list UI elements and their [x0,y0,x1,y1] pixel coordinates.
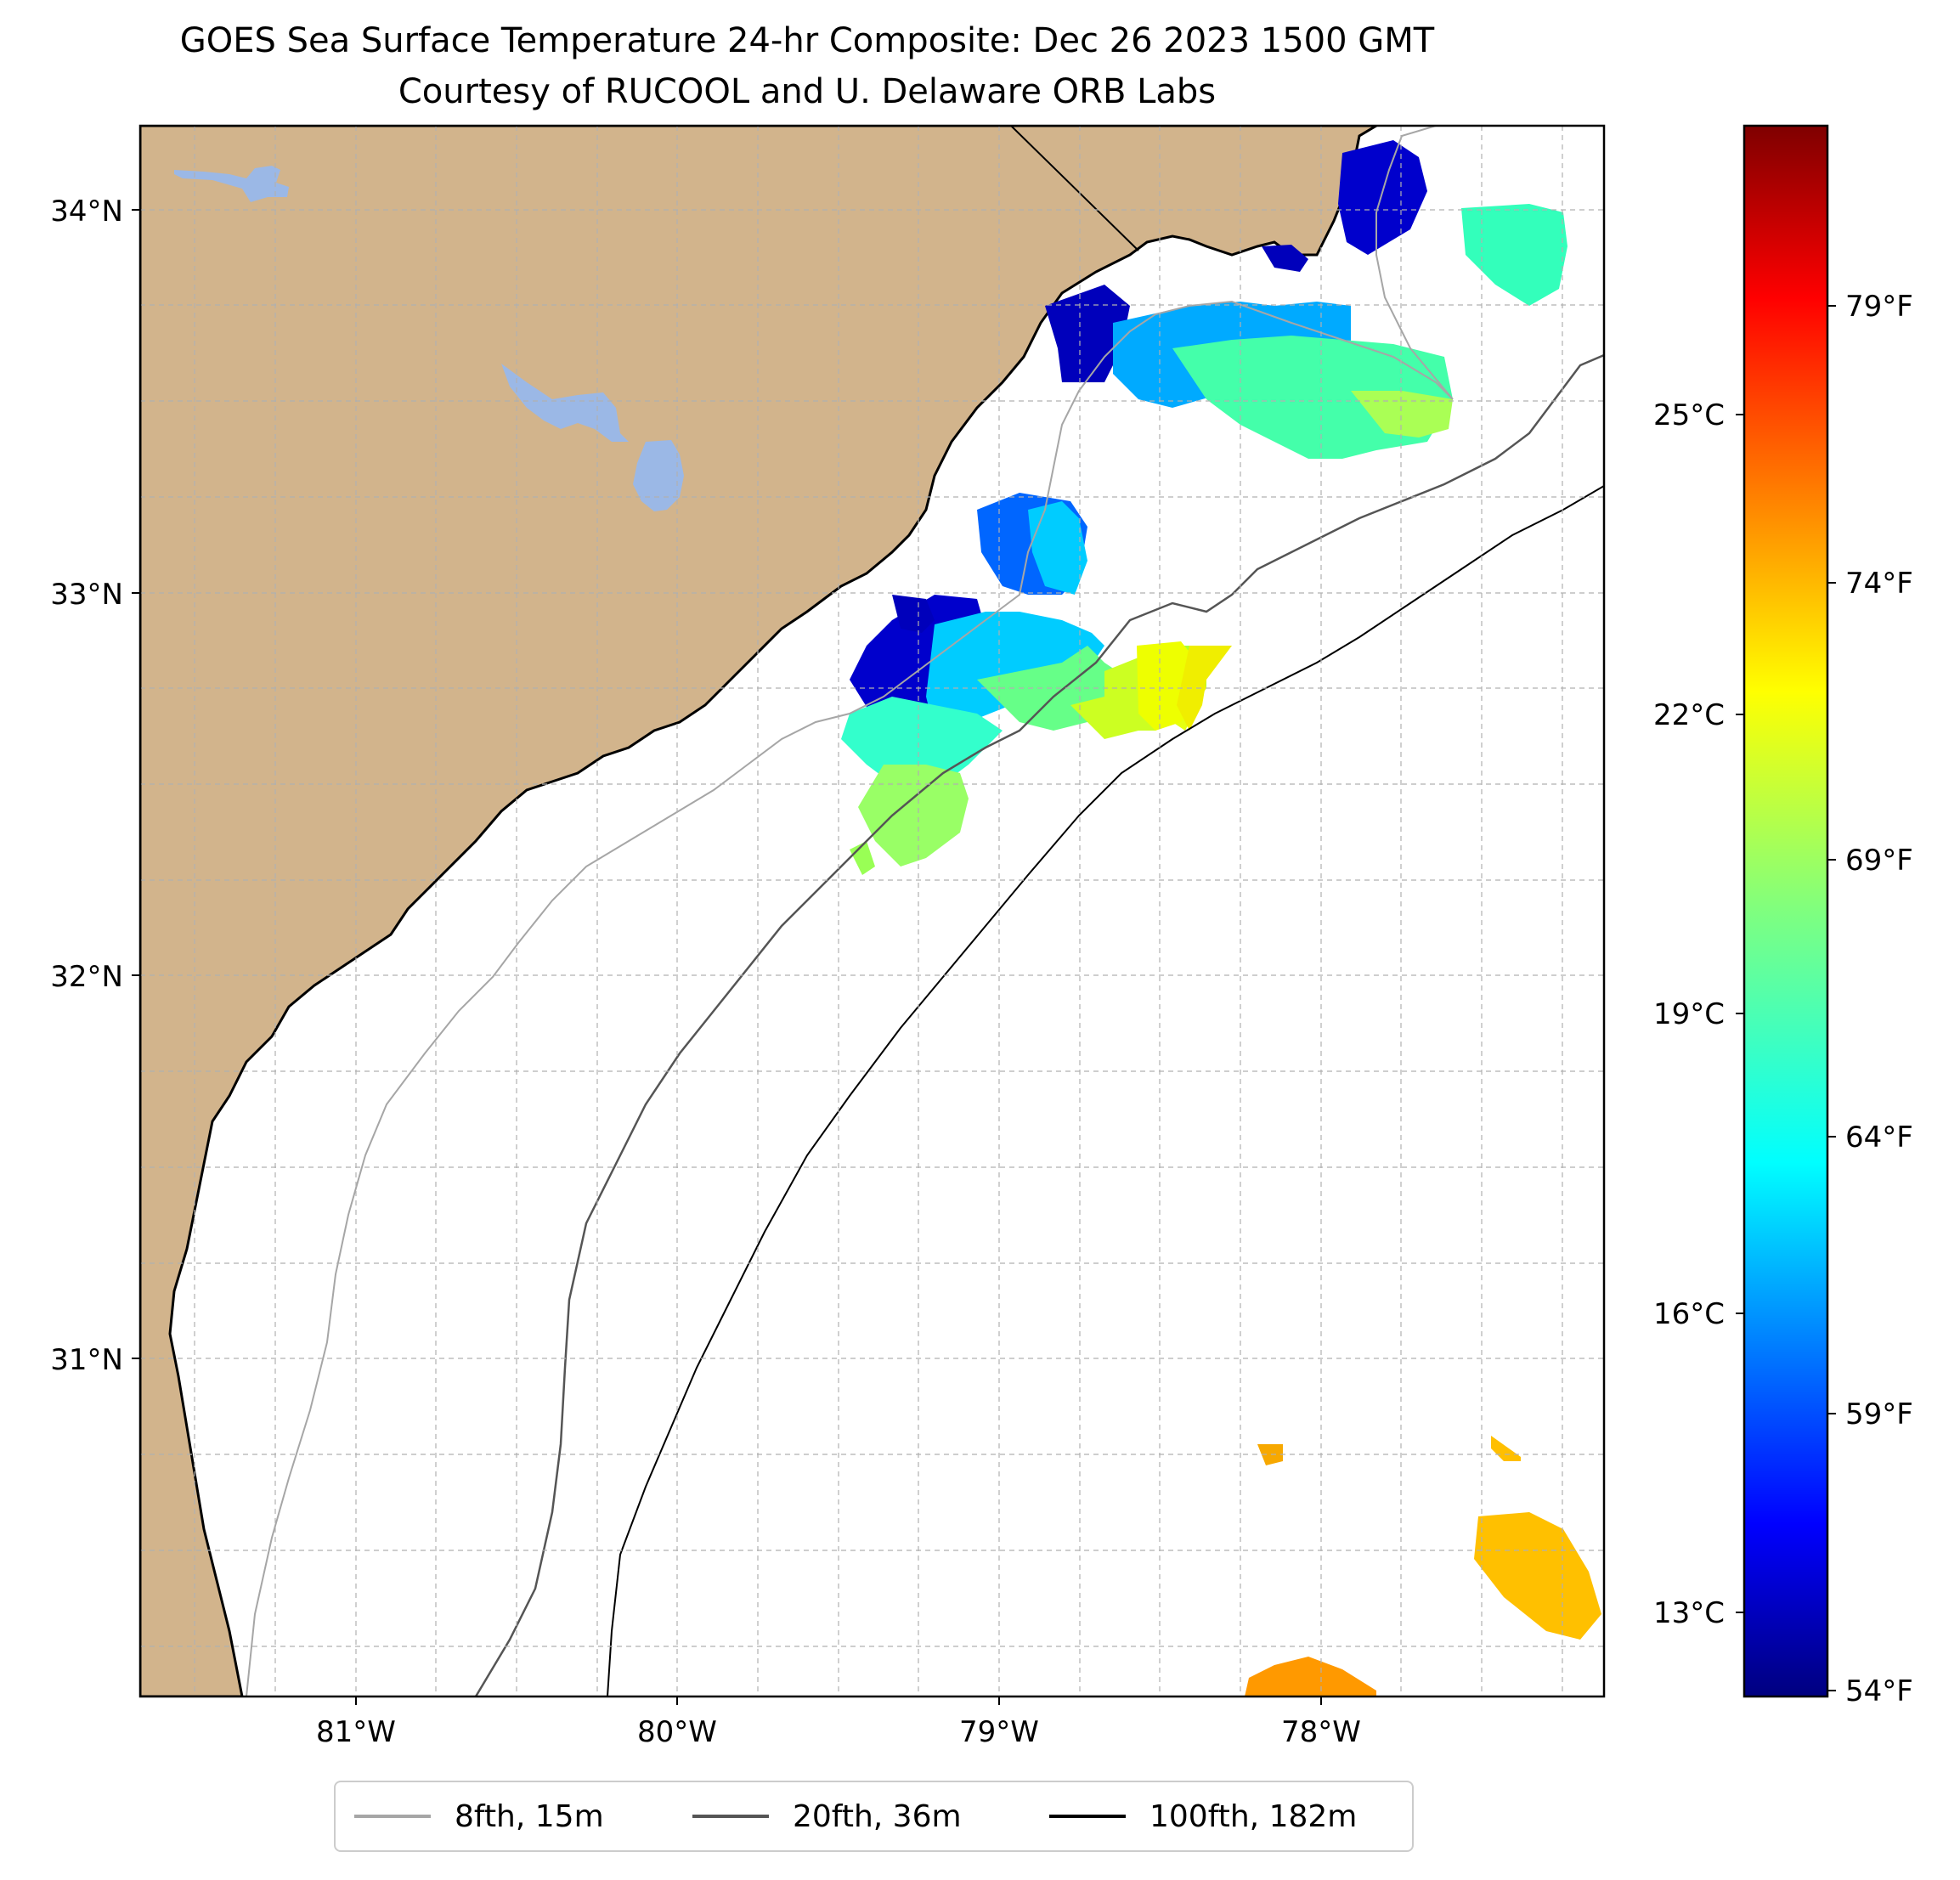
lon-tick-label: 80°W [637,1715,717,1749]
lake-marion [501,364,629,442]
lon-axis: 81°W 80°W 79°W 78°W [316,1697,1361,1749]
celsius-tick-label: 16°C [1653,1297,1725,1331]
lat-tick-label: 33°N [50,578,123,612]
fahrenheit-tick-label: 64°F [1845,1121,1913,1155]
legend-swatch-8fth [354,1815,431,1818]
state-border [1010,126,1139,251]
legend-label: 8fth, 15m [455,1798,604,1834]
celsius-tick-label: 25°C [1653,398,1725,432]
lat-tick-label: 32°N [50,960,123,994]
legend-swatch-20fth [692,1815,769,1818]
fahrenheit-tick-label: 59°F [1845,1397,1913,1431]
fahrenheit-tick-label: 74°F [1845,567,1913,601]
land-area [140,126,1379,1697]
lon-tick-label: 78°W [1281,1715,1361,1749]
colorbar: 25°C 22°C 19°C 16°C 13°C 79°F 74°F 69°F … [1653,124,1913,1708]
celsius-tick-label: 22°C [1653,698,1725,732]
lat-tick-label: 31°N [50,1343,123,1377]
lon-tick-label: 81°W [316,1715,396,1749]
legend-item-20fth: 20fth, 36m [692,1782,962,1850]
celsius-tick-label: 19°C [1653,997,1725,1031]
legend-item-100fth: 100fth, 182m [1049,1782,1357,1850]
legend-item-8fth: 8fth, 15m [354,1782,604,1850]
gridlines [140,126,1604,1697]
colorbar-gradient [1743,124,1829,1698]
contour-100fth [607,485,1604,1697]
celsius-tick-label: 13°C [1653,1596,1725,1630]
fahrenheit-tick-label: 69°F [1845,844,1913,878]
fahrenheit-tick-label: 54°F [1845,1674,1913,1708]
lake-moultrie [633,440,684,511]
lon-tick-label: 79°W [959,1715,1039,1749]
contour-20fth [474,353,1604,1697]
lake-north [174,166,289,202]
legend-label: 20fth, 36m [793,1798,962,1834]
title-line-1: GOES Sea Surface Temperature 24-hr Compo… [179,21,1435,60]
legend: 8fth, 15m 20fth, 36m 100fth, 182m [334,1781,1414,1852]
fahrenheit-tick-label: 79°F [1845,290,1913,324]
legend-swatch-100fth [1049,1815,1126,1818]
title-line-2: Courtesy of RUCOOL and U. Delaware ORB L… [398,72,1217,111]
legend-label: 100fth, 182m [1149,1798,1358,1834]
map-frame [138,124,1606,1698]
contour-8fth [246,126,1454,1697]
lat-tick-label: 34°N [50,195,123,229]
lat-axis: 34°N 33°N 32°N 31°N [50,195,140,1377]
